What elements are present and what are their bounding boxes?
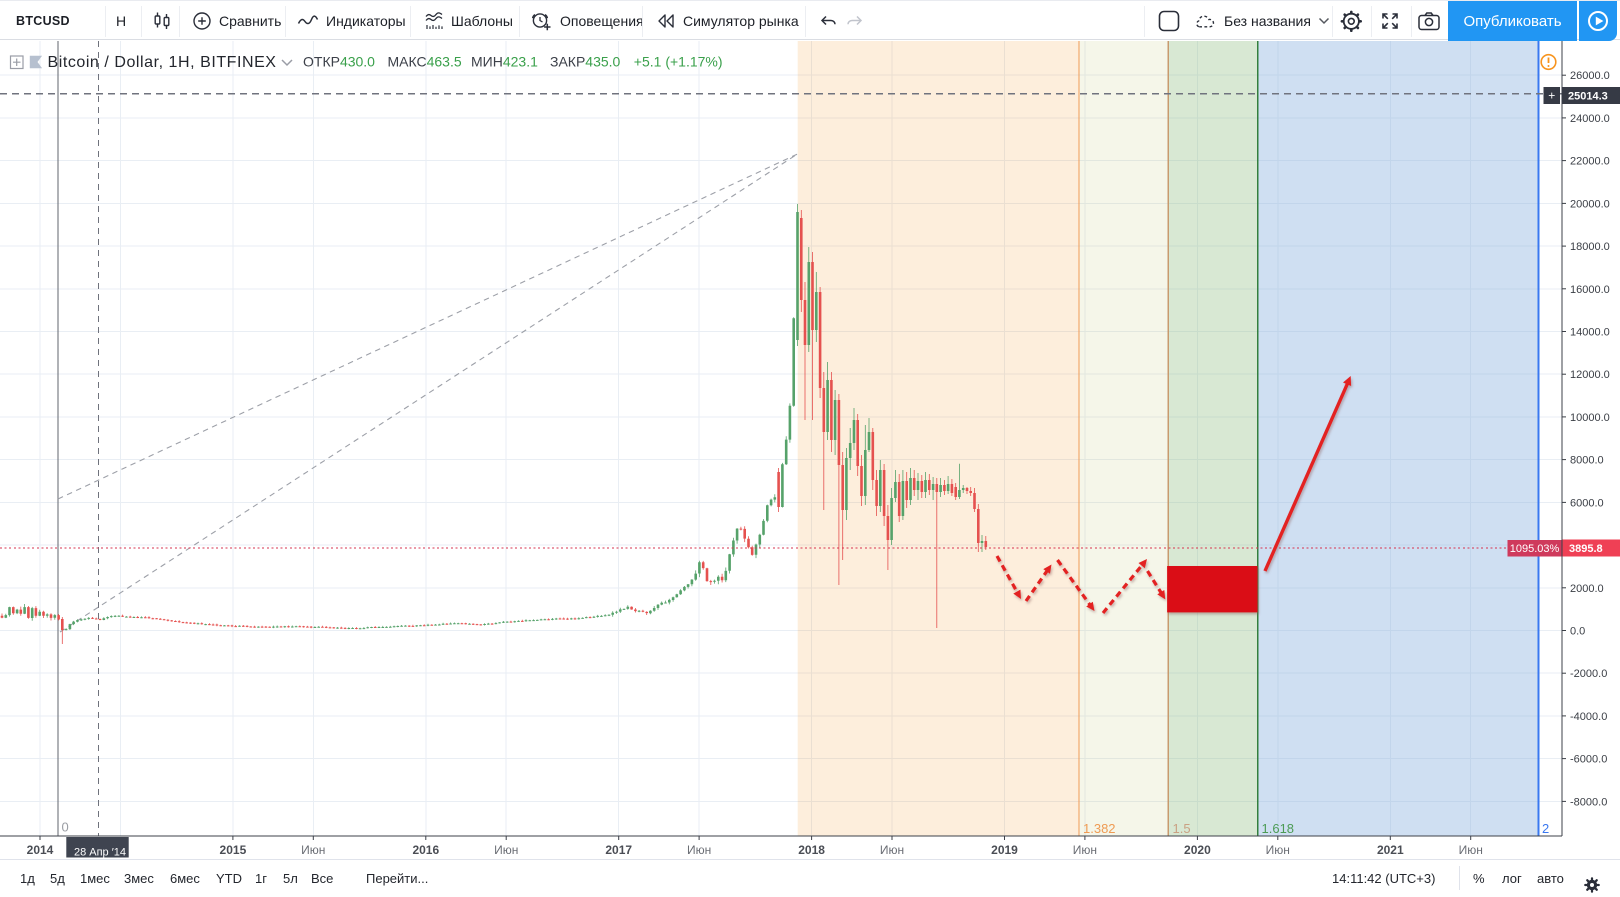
svg-text:-2000.0: -2000.0 — [1570, 668, 1607, 680]
svg-text:0: 0 — [62, 820, 69, 835]
svg-text:2020: 2020 — [1184, 843, 1211, 857]
svg-text:Bitcoin / Dollar, 1H, BITFINEX: Bitcoin / Dollar, 1H, BITFINEX — [48, 54, 277, 71]
svg-text:Июн: Июн — [1459, 843, 1483, 857]
svg-text:Июн: Июн — [1073, 843, 1097, 857]
svg-text:6000.0: 6000.0 — [1570, 497, 1604, 509]
svg-text:2000.0: 2000.0 — [1570, 583, 1604, 595]
svg-text:-6000.0: -6000.0 — [1570, 754, 1607, 766]
svg-text:14000.0: 14000.0 — [1570, 327, 1610, 339]
svg-text:-8000.0: -8000.0 — [1570, 796, 1607, 808]
svg-text:1095.03%: 1095.03% — [1510, 543, 1560, 555]
svg-text:Июн: Июн — [687, 843, 711, 857]
svg-text:24000.0: 24000.0 — [1570, 113, 1610, 125]
svg-text:1.382: 1.382 — [1083, 821, 1116, 836]
svg-text:2017: 2017 — [605, 843, 632, 857]
svg-text:Июн: Июн — [301, 843, 325, 857]
svg-text:ОТКР430.0: ОТКР430.0 — [303, 54, 375, 70]
svg-text:-4000.0: -4000.0 — [1570, 711, 1607, 723]
svg-text:16000.0: 16000.0 — [1570, 284, 1610, 296]
svg-text:1.5: 1.5 — [1173, 821, 1191, 836]
svg-text:18000.0: 18000.0 — [1570, 241, 1610, 253]
svg-text:Июн: Июн — [1266, 843, 1290, 857]
svg-text:2014: 2014 — [27, 843, 54, 857]
svg-text:1.618: 1.618 — [1262, 821, 1295, 836]
svg-text:МАКС463.5: МАКС463.5 — [388, 54, 462, 70]
svg-text:3895.8: 3895.8 — [1569, 543, 1603, 555]
svg-text:2016: 2016 — [412, 843, 439, 857]
svg-text:Июн: Июн — [494, 843, 518, 857]
svg-text:26000.0: 26000.0 — [1570, 70, 1610, 82]
svg-text:2019: 2019 — [991, 843, 1018, 857]
svg-text:2021: 2021 — [1377, 843, 1404, 857]
svg-text:28 Апр ′14: 28 Апр ′14 — [74, 847, 126, 859]
svg-text:+: + — [1548, 89, 1555, 103]
svg-text:+5.1 (+1.17%): +5.1 (+1.17%) — [634, 54, 723, 70]
svg-text:12000.0: 12000.0 — [1570, 369, 1610, 381]
svg-text:10000.0: 10000.0 — [1570, 412, 1610, 424]
svg-text:Июн: Июн — [880, 843, 904, 857]
svg-text:25014.3: 25014.3 — [1568, 91, 1608, 103]
svg-text:2018: 2018 — [798, 843, 825, 857]
svg-text:2: 2 — [1542, 821, 1549, 836]
svg-text:ЗАКР435.0: ЗАКР435.0 — [550, 54, 621, 70]
svg-text:20000.0: 20000.0 — [1570, 198, 1610, 210]
svg-text:8000.0: 8000.0 — [1570, 455, 1604, 467]
svg-text:2015: 2015 — [220, 843, 247, 857]
svg-text:22000.0: 22000.0 — [1570, 156, 1610, 168]
svg-text:МИН423.1: МИН423.1 — [471, 54, 538, 70]
svg-text:0.0: 0.0 — [1570, 626, 1585, 638]
